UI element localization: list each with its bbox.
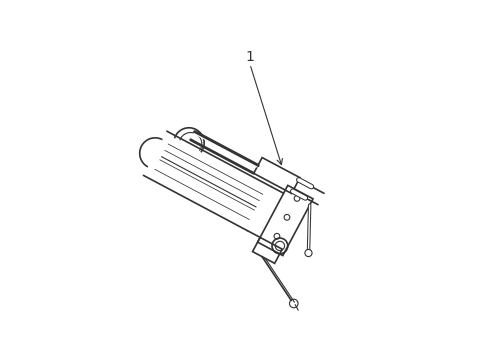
Circle shape [305,249,311,257]
Text: 1: 1 [245,50,254,64]
